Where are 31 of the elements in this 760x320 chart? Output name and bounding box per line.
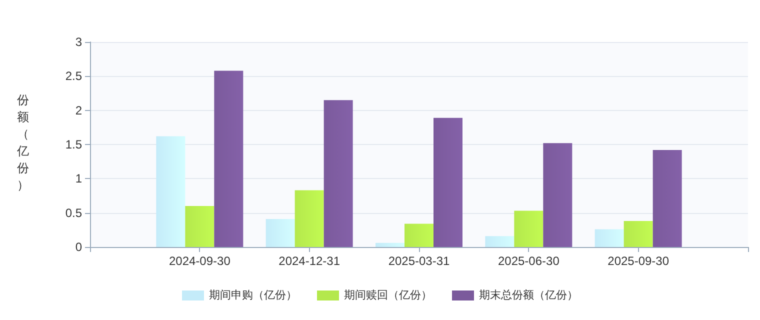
y-tick-label: 2 xyxy=(75,103,82,118)
bar xyxy=(156,136,186,247)
bar xyxy=(485,236,514,247)
x-tick-label: 2025-09-30 xyxy=(608,254,670,268)
bar xyxy=(594,229,624,247)
legend-label: 期间申购（亿份） xyxy=(209,288,297,302)
bar xyxy=(185,206,214,247)
bar xyxy=(652,150,682,247)
legend-label: 期间赎回（亿份） xyxy=(344,290,432,302)
x-tick-label: 2024-12-31 xyxy=(278,254,340,268)
bar xyxy=(434,118,462,247)
bar xyxy=(324,100,353,247)
y-tick-label: 3 xyxy=(75,35,82,49)
bar xyxy=(266,218,295,247)
x-tick-label: 2024-09-30 xyxy=(168,254,231,268)
legend-label: 期末总份额（亿份） xyxy=(479,288,578,302)
y-tick-label: 2.5 xyxy=(65,69,82,84)
y-tick-label: 1.5 xyxy=(65,138,82,152)
y-tick-label: 1 xyxy=(75,172,82,186)
y-tick-label: 0.5 xyxy=(65,206,82,220)
y-tick-label: 0 xyxy=(75,240,82,254)
bar xyxy=(543,143,572,247)
bar xyxy=(294,190,324,247)
bar xyxy=(214,70,244,247)
bar xyxy=(624,221,653,247)
y-axis-title: 份额（亿份） xyxy=(16,92,30,194)
x-tick-label: 2025-06-30 xyxy=(498,254,560,268)
x-tick-label: 2025-03-31 xyxy=(388,254,450,268)
bar xyxy=(514,210,544,247)
bar xyxy=(404,224,434,247)
bar xyxy=(376,242,404,247)
